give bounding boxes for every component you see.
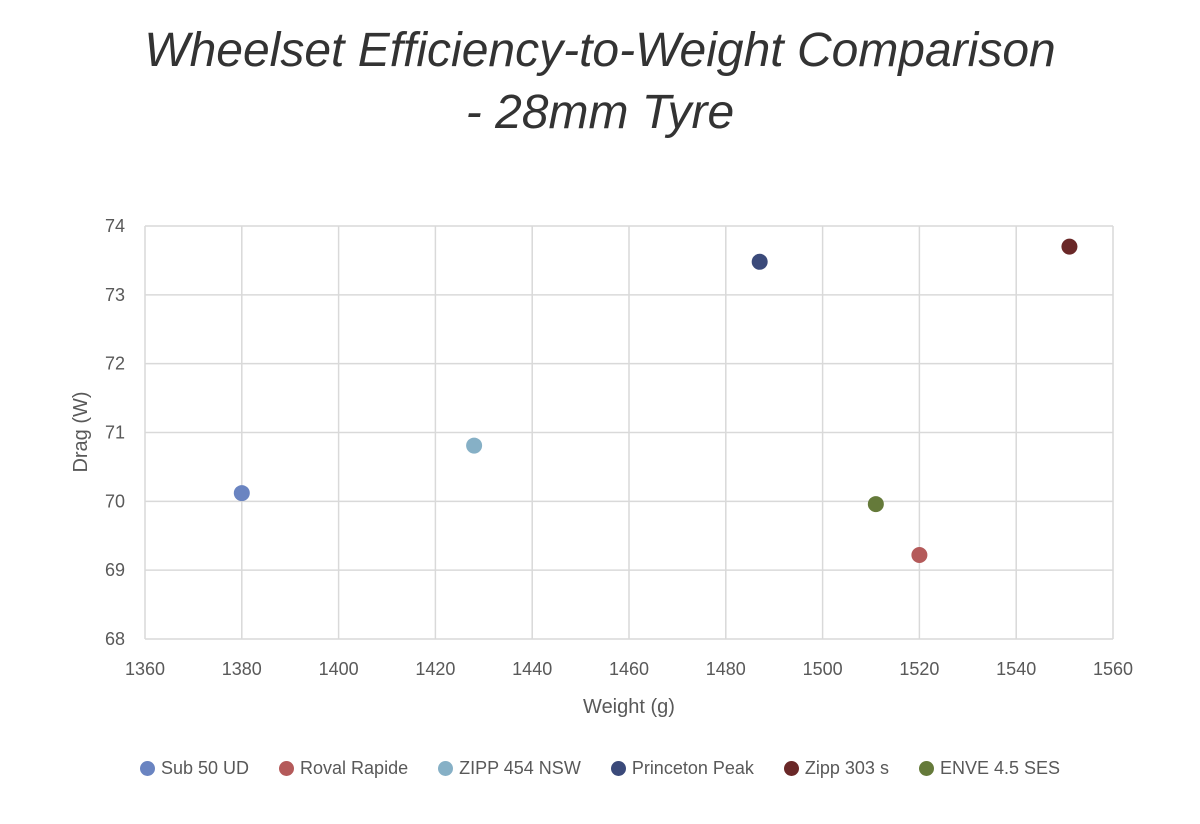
gridlines — [144, 225, 1114, 640]
x-tick-label: 1480 — [706, 659, 746, 679]
legend-item-princeton-peak: Princeton Peak — [610, 758, 754, 779]
y-tick-label: 72 — [105, 354, 125, 374]
legend-marker-icon — [438, 761, 454, 776]
tick-labels: 1360 1380 1400 1420 1440 1460 1480 1500 1520 1540… — [105, 216, 1133, 679]
x-tick-label: 1540 — [996, 659, 1036, 679]
data-point-zipp-454-nsw — [466, 437, 483, 454]
x-tick-label: 1460 — [609, 659, 649, 679]
legend-label: Zipp 303 s — [804, 758, 889, 778]
y-tick-label: 73 — [105, 285, 125, 305]
data-point-sub-50-ud — [233, 485, 250, 502]
chart-title-line-1: Wheelset Efficiency-to-Weight Comparison — [144, 24, 1056, 77]
legend-label: Princeton Peak — [631, 758, 754, 778]
legend-label: Roval Rapide — [300, 758, 409, 778]
x-tick-label: 1380 — [222, 659, 262, 679]
y-tick-label: 74 — [105, 216, 125, 236]
legend-item-sub-50-ud: Sub 50 UD — [139, 758, 250, 779]
x-tick-label: 1440 — [512, 659, 552, 679]
legend-item-zipp-303-s: Zipp 303 s — [783, 758, 889, 779]
chart-title: Wheelset Efficiency-to-Weight Comparison… — [0, 20, 1200, 144]
legend: Sub 50 UD Roval Rapide ZIPP 454 NSW Princet… — [0, 758, 1200, 779]
x-tick-label: 1560 — [1093, 659, 1133, 679]
data-point-enve-4-5-ses — [867, 496, 884, 513]
y-tick-label: 71 — [105, 423, 125, 443]
y-tick-label: 69 — [105, 560, 125, 580]
chart-title-line-2: - 28mm Tyre — [465, 86, 735, 139]
legend-marker-icon — [918, 761, 934, 776]
legend-label: Sub 50 UD — [160, 758, 250, 778]
data-point-princeton-peak — [751, 253, 768, 270]
legend-marker-icon — [139, 761, 155, 776]
x-tick-label: 1520 — [899, 659, 939, 679]
legend-item-enve-4-5-ses: ENVE 4.5 SES — [918, 758, 1061, 779]
y-tick-label: 68 — [105, 629, 125, 649]
legend-item-zipp-454-nsw: ZIPP 454 NSW — [438, 758, 581, 779]
y-tick-label: 70 — [105, 491, 125, 511]
legend-label: ENVE 4.5 SES — [939, 758, 1061, 778]
legend-marker-icon — [610, 761, 626, 776]
legend-item-roval-rapide: Roval Rapide — [279, 758, 408, 779]
x-tick-label: 1400 — [319, 659, 359, 679]
legend-label: ZIPP 454 NSW — [459, 758, 581, 778]
x-tick-label: 1420 — [415, 659, 455, 679]
y-axis-title: Drag (W) — [70, 391, 92, 472]
x-axis-title: Weight (g) — [583, 696, 675, 718]
legend-marker-icon — [783, 761, 799, 776]
legend-marker-icon — [279, 761, 295, 776]
data-points — [233, 238, 1078, 564]
x-tick-label: 1360 — [125, 659, 165, 679]
data-point-roval-rapide — [911, 547, 928, 564]
x-tick-label: 1500 — [803, 659, 843, 679]
data-point-zipp-303-s — [1061, 238, 1078, 255]
